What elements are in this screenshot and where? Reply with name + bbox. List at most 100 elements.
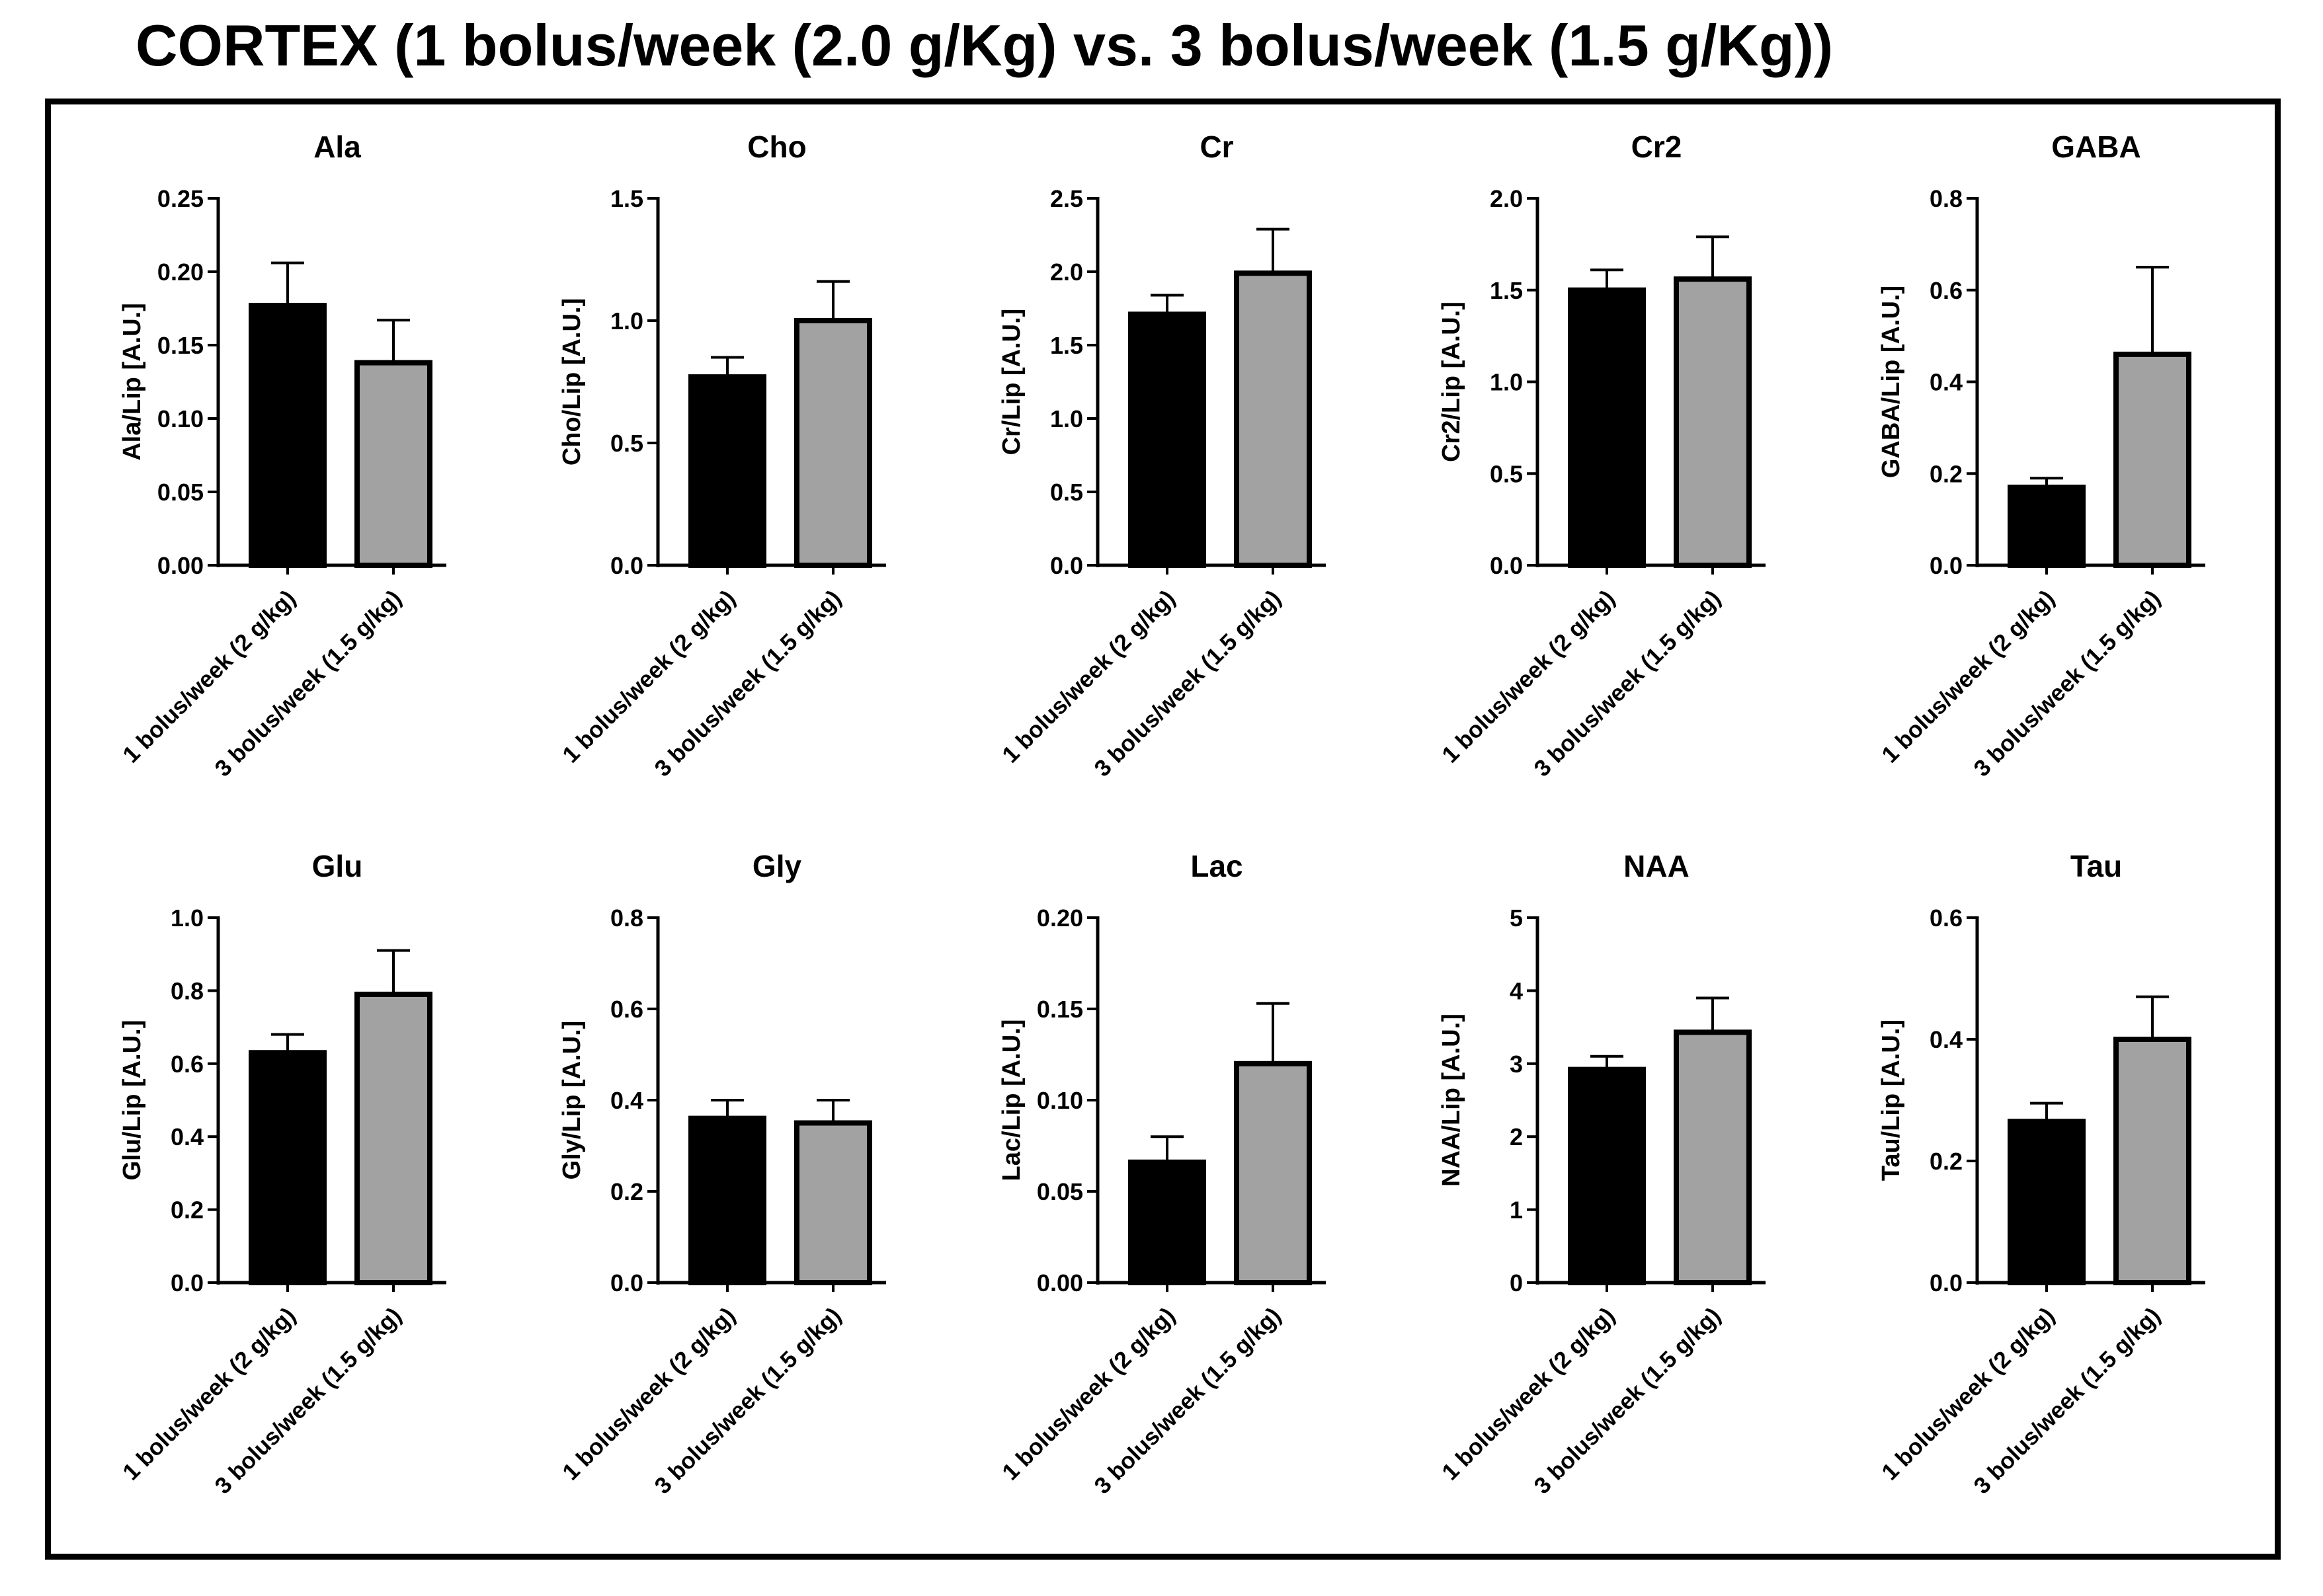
y-tick-label: 0 bbox=[1510, 1269, 1523, 1297]
y-tick-label: 1.0 bbox=[1050, 405, 1083, 432]
chart-title: Gly bbox=[753, 849, 802, 883]
y-tick-label: 0.05 bbox=[157, 479, 204, 506]
y-tick-label: 0.0 bbox=[1930, 552, 1963, 579]
bar-2 bbox=[1674, 1029, 1752, 1285]
x-tick-label: 1 bolus/week (2 g/kg) bbox=[997, 585, 1180, 768]
y-tick-label: 2.5 bbox=[1050, 185, 1083, 212]
x-tick-label: 3 bolus/week (1.5 g/kg) bbox=[210, 585, 407, 781]
y-tick-label: 0.0 bbox=[1930, 1269, 1963, 1297]
chart-lac: Lac Lac/Lip [A.U.] 0.00 0.05 0.10 0.15 0.20 1 b… bbox=[997, 849, 1326, 1499]
y-tick-label: 0.5 bbox=[1490, 460, 1523, 487]
chart-tau: Tau Tau/Lip [A.U.] 0.0 0.2 0.4 0.6 1 bolus/wee… bbox=[1877, 849, 2205, 1499]
chart-gaba: GABA GABA/Lip [A.U.] 0.0 0.2 0.4 0.6 0.8 1 bolu… bbox=[1877, 130, 2205, 781]
bar-2 bbox=[2113, 351, 2191, 568]
bar-1 bbox=[688, 374, 766, 568]
chart-glu: Glu Glu/Lip [A.U.] 0.0 0.2 0.4 0.6 0.8 1.0 1 bol… bbox=[118, 849, 446, 1499]
chart-title: Glu bbox=[312, 849, 363, 883]
y-tick-label: 0.15 bbox=[1037, 996, 1083, 1023]
x-tick-label: 1 bolus/week (2 g/kg) bbox=[997, 1302, 1180, 1486]
chart-ala: Ala Ala/Lip [A.U.] 0.00 0.05 0.10 0.15 0.20 0.2… bbox=[118, 130, 446, 781]
y-axis-label: Gly/Lip [A.U.] bbox=[558, 1021, 586, 1180]
bar-1 bbox=[1128, 1159, 1206, 1285]
y-tick-label: 0.0 bbox=[610, 552, 643, 579]
x-tick-label: 3 bolus/week (1.5 g/kg) bbox=[210, 1302, 407, 1499]
x-tick-label: 1 bolus/week (2 g/kg) bbox=[118, 585, 301, 768]
y-tick-label: 1.5 bbox=[1050, 332, 1083, 359]
bar-1 bbox=[2008, 1119, 2086, 1285]
y-tick-label: 1 bbox=[1510, 1197, 1523, 1224]
y-tick-label: 0.15 bbox=[157, 332, 204, 359]
y-tick-label: 0.6 bbox=[1930, 904, 1963, 932]
bar-2 bbox=[1674, 276, 1752, 568]
y-tick-label: 0.25 bbox=[157, 185, 204, 212]
y-tick-label: 0.20 bbox=[157, 259, 204, 286]
bar-2 bbox=[354, 360, 432, 568]
y-tick-label: 2.0 bbox=[1050, 259, 1083, 286]
y-tick-label: 0.10 bbox=[157, 405, 204, 432]
x-tick-label: 3 bolus/week (1.5 g/kg) bbox=[1090, 1302, 1286, 1499]
y-tick-label: 0.0 bbox=[1050, 552, 1083, 579]
x-tick-label: 3 bolus/week (1.5 g/kg) bbox=[650, 1302, 846, 1499]
y-tick-label: 1.0 bbox=[1490, 369, 1523, 396]
chart-naa: NAA NAA/Lip [A.U.] 0 1 2 3 4 5 1 bolus/week (2 g… bbox=[1437, 849, 1766, 1499]
x-tick-label: 3 bolus/week (1.5 g/kg) bbox=[1090, 585, 1286, 781]
x-tick-label: 1 bolus/week (2 g/kg) bbox=[1877, 1302, 2060, 1486]
x-tick-label: 3 bolus/week (1.5 g/kg) bbox=[650, 585, 846, 781]
y-tick-label: 4 bbox=[1510, 977, 1523, 1004]
y-tick-label: 0.4 bbox=[171, 1123, 204, 1150]
bar-1 bbox=[249, 303, 327, 568]
bar-1 bbox=[1128, 311, 1206, 568]
chart-title: Tau bbox=[2070, 849, 2122, 883]
y-tick-label: 0.5 bbox=[610, 430, 643, 457]
y-axis-label: Cr/Lip [A.U.] bbox=[998, 309, 1026, 456]
y-tick-label: 0.4 bbox=[1930, 369, 1963, 396]
chart-title: Cr2 bbox=[1631, 130, 1682, 164]
y-tick-label: 1.5 bbox=[610, 185, 643, 212]
y-axis-label: NAA/Lip [A.U.] bbox=[1438, 1014, 1465, 1187]
chart-title: NAA bbox=[1623, 849, 1690, 883]
y-tick-label: 0.6 bbox=[610, 996, 643, 1023]
bar-2 bbox=[1234, 1060, 1312, 1286]
y-axis-label: Glu/Lip [A.U.] bbox=[118, 1020, 146, 1181]
chart-cr: Cr Cr/Lip [A.U.] 0.0 0.5 1.0 1.5 2.0 2.5 1 bolus… bbox=[997, 130, 1326, 781]
y-tick-label: 1.0 bbox=[171, 904, 204, 932]
y-axis-label: Lac/Lip [A.U.] bbox=[998, 1019, 1026, 1181]
y-tick-label: 0.8 bbox=[610, 904, 643, 932]
y-tick-label: 0.5 bbox=[1050, 479, 1083, 506]
bar-2 bbox=[794, 318, 872, 568]
x-tick-label: 1 bolus/week (2 g/kg) bbox=[1437, 1302, 1620, 1486]
y-axis-label: Cr2/Lip [A.U.] bbox=[1438, 301, 1465, 462]
y-tick-label: 0.6 bbox=[1930, 277, 1963, 304]
y-tick-label: 0.2 bbox=[610, 1178, 643, 1205]
bar-1 bbox=[2008, 485, 2086, 568]
chart-title: Lac bbox=[1190, 849, 1243, 883]
y-tick-label: 0.0 bbox=[171, 1269, 204, 1297]
y-tick-label: 0.20 bbox=[1037, 904, 1083, 932]
x-tick-label: 1 bolus/week (2 g/kg) bbox=[118, 1302, 301, 1486]
y-tick-label: 0.4 bbox=[610, 1087, 643, 1114]
y-tick-label: 1.0 bbox=[610, 307, 643, 335]
chart-title: GABA bbox=[2051, 130, 2140, 164]
bar-1 bbox=[1568, 1066, 1646, 1285]
x-tick-label: 1 bolus/week (2 g/kg) bbox=[1877, 585, 2060, 768]
y-tick-label: 0.2 bbox=[1930, 460, 1963, 487]
chart-title: Ala bbox=[313, 130, 361, 164]
chart-title: Cho bbox=[747, 130, 806, 164]
bar-2 bbox=[354, 991, 432, 1286]
x-tick-label: 3 bolus/week (1.5 g/kg) bbox=[1969, 1302, 2166, 1499]
bar-2 bbox=[2113, 1037, 2191, 1285]
x-tick-label: 1 bolus/week (2 g/kg) bbox=[557, 1302, 741, 1486]
chart-title: Cr bbox=[1200, 130, 1233, 164]
x-tick-label: 1 bolus/week (2 g/kg) bbox=[1437, 585, 1620, 768]
y-tick-label: 3 bbox=[1510, 1051, 1523, 1078]
y-axis-label: GABA/Lip [A.U.] bbox=[1877, 286, 1905, 478]
x-tick-label: 1 bolus/week (2 g/kg) bbox=[557, 585, 741, 768]
y-tick-label: 0.8 bbox=[1930, 185, 1963, 212]
bar-1 bbox=[1568, 287, 1646, 568]
y-tick-label: 5 bbox=[1510, 904, 1523, 932]
x-tick-label: 3 bolus/week (1.5 g/kg) bbox=[1529, 1302, 1726, 1499]
y-tick-label: 0.10 bbox=[1037, 1087, 1083, 1114]
x-tick-label: 3 bolus/week (1.5 g/kg) bbox=[1969, 585, 2166, 781]
y-axis-label: Ala/Lip [A.U.] bbox=[118, 303, 146, 461]
